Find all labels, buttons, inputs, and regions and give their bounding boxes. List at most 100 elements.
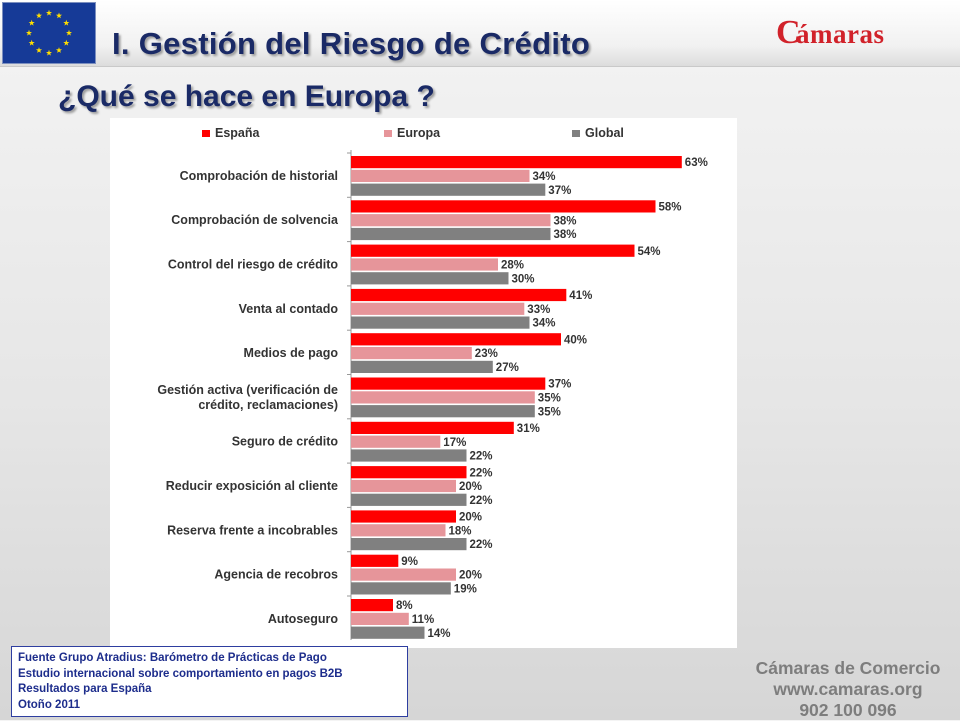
bar-chart: Comprobación de historial 63% 34% 37% Compro… <box>157 150 708 640</box>
bar-espaa <box>351 333 561 346</box>
source-note: Fuente Grupo Atradius: Barómetro de Prác… <box>11 646 408 717</box>
value-label: 37% <box>548 379 571 391</box>
eu-star-icon <box>65 29 73 36</box>
eu-star-icon <box>45 9 53 16</box>
bar-global <box>351 626 425 639</box>
value-label: 27% <box>496 362 519 374</box>
chart-panel: España Europa Global Comprobación de histo… <box>110 118 737 648</box>
category-label: Medios de pago <box>244 346 339 360</box>
category-label: Gestión activa (verificación de crédito, … <box>157 383 338 412</box>
eu-star-icon <box>55 12 63 19</box>
bar-espaa <box>351 200 656 213</box>
value-label: 8% <box>396 600 413 612</box>
page-title: I. Gestión del Riesgo de Crédito <box>112 26 591 61</box>
value-label: 34% <box>533 171 556 183</box>
bar-global <box>351 183 546 196</box>
source-line: Resultados para España <box>18 683 152 695</box>
bar-europa <box>351 302 525 315</box>
source-line: Otoño 2011 <box>18 698 80 711</box>
bar-europa <box>351 435 441 448</box>
value-label: 41% <box>569 290 592 302</box>
legend-item: Europa <box>384 126 440 140</box>
bar-espaa <box>351 466 467 479</box>
category-label: Reducir exposición al cliente <box>166 479 338 493</box>
bar-global <box>351 272 509 285</box>
bar-global <box>351 360 493 373</box>
value-label: 40% <box>564 334 587 346</box>
eu-star-icon <box>25 29 33 36</box>
eu-star-icon <box>55 47 63 53</box>
bar-global <box>351 316 530 329</box>
value-label: 9% <box>401 556 418 568</box>
value-label: 23% <box>475 348 498 360</box>
value-label: 58% <box>659 202 682 214</box>
category-label: Reserva frente a incobrables <box>167 523 338 537</box>
legend-label: Europa <box>397 126 441 140</box>
legend-swatch <box>572 129 580 137</box>
page-subtitle: ¿Qué se hace en Europa ? <box>58 80 435 113</box>
value-label: 22% <box>470 539 493 551</box>
footer-website: www.camaras.org <box>773 679 923 699</box>
value-label: 28% <box>501 260 524 272</box>
category-label: Agencia de recobros <box>214 568 338 582</box>
bar-europa <box>351 169 530 182</box>
eu-star-icon <box>63 39 70 46</box>
value-label: 22% <box>470 451 493 463</box>
value-label: 31% <box>517 423 540 435</box>
eu-star-icon <box>63 19 70 26</box>
value-label: 17% <box>443 437 466 449</box>
category-label: Control del riesgo de crédito <box>168 258 339 272</box>
legend-item: España <box>202 126 259 140</box>
value-label: 38% <box>554 215 577 227</box>
bar-global <box>351 493 467 506</box>
value-label: 20% <box>459 481 482 493</box>
value-label: 37% <box>548 185 571 197</box>
legend-swatch <box>384 129 392 137</box>
bar-espaa <box>351 288 567 302</box>
value-label: 11% <box>412 614 434 626</box>
bar-global <box>351 227 551 241</box>
value-label: 38% <box>554 229 577 241</box>
category-label: Comprobación de solvencia <box>171 213 339 227</box>
value-label: 35% <box>538 393 561 405</box>
logo-initial: C <box>776 14 801 51</box>
bar-espaa <box>351 421 514 434</box>
eu-flag-icon <box>2 2 96 64</box>
bar-europa <box>351 258 498 271</box>
bar-europa <box>351 214 551 227</box>
legend-label: España <box>215 126 260 140</box>
source-line: Estudio internacional sobre comportamien… <box>18 667 343 680</box>
value-label: 33% <box>527 304 550 316</box>
bar-espaa <box>351 554 399 567</box>
value-label: 19% <box>454 584 477 596</box>
bar-espaa <box>351 156 682 169</box>
bar-global <box>351 538 467 551</box>
bar-europa <box>351 479 456 493</box>
value-label: 54% <box>638 246 661 258</box>
value-label: 18% <box>449 525 472 537</box>
category-label: Autoseguro <box>268 612 339 626</box>
footer-phone: 902 100 096 <box>799 700 897 720</box>
bar-europa <box>351 568 456 581</box>
category-label: Seguro de crédito <box>232 435 339 449</box>
eu-star-icon <box>45 49 53 56</box>
bar-europa <box>351 524 446 537</box>
value-label: 20% <box>459 570 482 582</box>
bar-europa <box>351 612 409 625</box>
eu-star-icon <box>28 39 35 46</box>
bar-espaa <box>351 377 546 390</box>
logo-text: ámaras <box>796 19 885 49</box>
camaras-logo: C ámaras <box>776 14 916 54</box>
bar-europa <box>351 347 472 360</box>
bar-global <box>351 582 451 595</box>
source-line: Fuente Grupo Atradius: Barómetro de Prác… <box>18 652 327 664</box>
category-label: Venta al contado <box>239 302 339 316</box>
value-label: 22% <box>470 467 493 479</box>
bar-espaa <box>351 510 456 523</box>
value-label: 14% <box>428 628 451 640</box>
value-label: 34% <box>533 318 556 330</box>
legend-label: Global <box>585 126 624 140</box>
bar-espaa <box>351 244 635 257</box>
eu-star-icon <box>28 19 35 26</box>
bar-espaa <box>351 599 393 612</box>
